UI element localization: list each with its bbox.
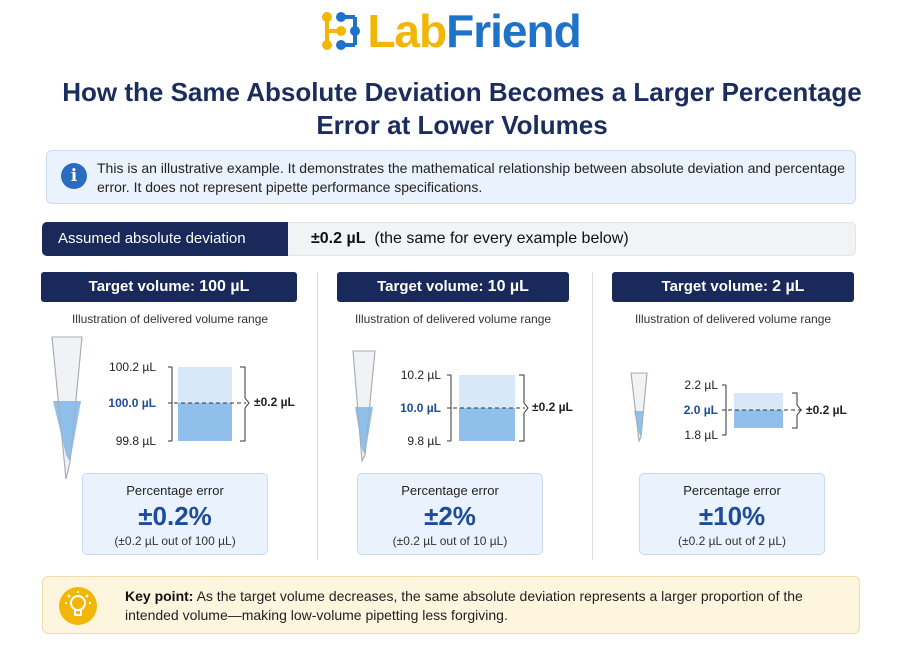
upper-volume-label: 100.2 µL — [109, 360, 156, 374]
column-divider — [317, 272, 318, 560]
target-volume-mark: 100.0 µL — [108, 396, 156, 410]
info-icon: i — [61, 163, 87, 189]
page-title: How the Same Absolute Deviation Becomes … — [62, 77, 862, 140]
percentage-error-label: Percentage error — [401, 483, 499, 498]
deviation-bracket — [519, 374, 529, 442]
example-column-10: Target volume: 10 µL Illustration of del… — [333, 272, 593, 562]
target-volume-label: Target volume: — [377, 278, 484, 295]
deviation-label: ±0.2 µL — [254, 395, 295, 409]
logo-wordmark: LabFriend — [367, 5, 582, 57]
pipette-tip-icon — [352, 350, 376, 463]
range-subtitle: Illustration of delivered volume range — [354, 312, 552, 326]
upper-volume-label: 2.2 µL — [684, 378, 718, 392]
percentage-error-value: ±10% — [698, 501, 766, 531]
target-volume-header: Target volume: 2 µL — [612, 272, 854, 302]
assumed-deviation-label: Assumed absolute deviation — [42, 222, 288, 256]
percentage-error-box: Percentage error ±2% (±0.2 µL out of 10 … — [357, 473, 543, 555]
key-point-label: Key point: — [125, 588, 194, 604]
range-ticks — [722, 384, 727, 436]
percentage-error-box: Percentage error ±0.2% (±0.2 µL out of 1… — [82, 473, 268, 555]
logo-friend-text: Friend — [446, 5, 582, 57]
target-volume-mark: 2.0 µL — [684, 403, 718, 417]
target-volume-header: Target volume: 10 µL — [337, 272, 569, 302]
volume-range-diagram: 2.2 µL 2.0 µL 1.8 µL ±0.2 µL — [630, 372, 847, 443]
lower-range-fill — [734, 410, 783, 428]
column-divider — [592, 272, 593, 560]
example-column-100: Target volume: 100 µL Illustration of de… — [40, 272, 300, 562]
key-point-text: Key point: As the target volume decrease… — [125, 587, 845, 625]
percentage-error-box: Percentage error ±10% (±0.2 µL out of 2 … — [639, 473, 825, 555]
target-volume-value: 100 µL — [199, 278, 250, 295]
lightbulb-icon — [59, 587, 97, 625]
key-point-body: As the target volume decreases, the same… — [125, 588, 803, 623]
volume-range-diagram: 100.2 µL 100.0 µL 99.8 µL ±0.2 µL — [51, 336, 295, 480]
pipette-tip-icon — [51, 336, 83, 480]
deviation-bracket — [240, 366, 250, 442]
disclaimer-notice: i This is an illustrative example. It de… — [46, 150, 856, 204]
lower-volume-label: 9.8 µL — [407, 434, 441, 448]
percentage-error-value: ±0.2% — [138, 501, 212, 531]
deviation-bracket — [792, 392, 802, 429]
assumed-note: (the same for every example below) — [374, 230, 629, 247]
range-subtitle: Illustration of delivered volume range — [71, 312, 269, 326]
lower-range-fill — [178, 403, 232, 441]
range-subtitle: Illustration of delivered volume range — [634, 312, 832, 326]
target-volume-value: 10 µL — [487, 278, 529, 295]
example-column-2: Target volume: 2 µL Illustration of deli… — [606, 272, 866, 562]
percentage-error-value: ±2% — [424, 501, 476, 531]
upper-volume-label: 10.2 µL — [401, 368, 442, 382]
percentage-error-label: Percentage error — [126, 483, 224, 498]
deviation-label: ±0.2 µL — [806, 403, 847, 417]
assumed-deviation-value: ±0.2 µL (the same for every example belo… — [311, 223, 629, 255]
lower-volume-label: 1.8 µL — [684, 428, 718, 442]
percentage-error-note: (±0.2 µL out of 10 µL) — [392, 534, 508, 548]
upper-range-fill — [459, 375, 515, 408]
logo-lab-text: Lab — [367, 5, 447, 57]
percentage-error-note: (±0.2 µL out of 2 µL) — [677, 534, 787, 548]
upper-range-fill — [178, 367, 232, 403]
range-ticks — [168, 366, 173, 442]
range-ticks — [447, 374, 452, 442]
target-volume-mark: 10.0 µL — [400, 401, 441, 415]
lower-range-fill — [459, 408, 515, 441]
assumed-value: ±0.2 µL — [311, 230, 366, 247]
volume-range-diagram: 10.2 µL 10.0 µL 9.8 µL ±0.2 µL — [352, 350, 573, 463]
deviation-label: ±0.2 µL — [532, 400, 573, 414]
target-volume-label: Target volume: — [661, 278, 768, 295]
upper-range-fill — [734, 393, 783, 410]
lower-volume-label: 99.8 µL — [116, 434, 157, 448]
labfriend-logo: LabFriend — [0, 6, 900, 56]
pipette-tip-icon — [630, 372, 648, 443]
percentage-error-note: (±0.2 µL out of 100 µL) — [114, 534, 236, 548]
key-point-callout: Key point: As the target volume decrease… — [42, 576, 860, 634]
molecule-logo-icon — [322, 12, 361, 50]
assumed-deviation-bar: Assumed absolute deviation ±0.2 µL (the … — [42, 222, 856, 256]
notice-text: This is an illustrative example. It demo… — [97, 160, 845, 195]
percentage-error-label: Percentage error — [683, 483, 781, 498]
target-volume-value: 2 µL — [772, 278, 805, 295]
target-volume-label: Target volume: — [88, 278, 196, 295]
target-volume-header: Target volume: 100 µL — [41, 272, 297, 302]
